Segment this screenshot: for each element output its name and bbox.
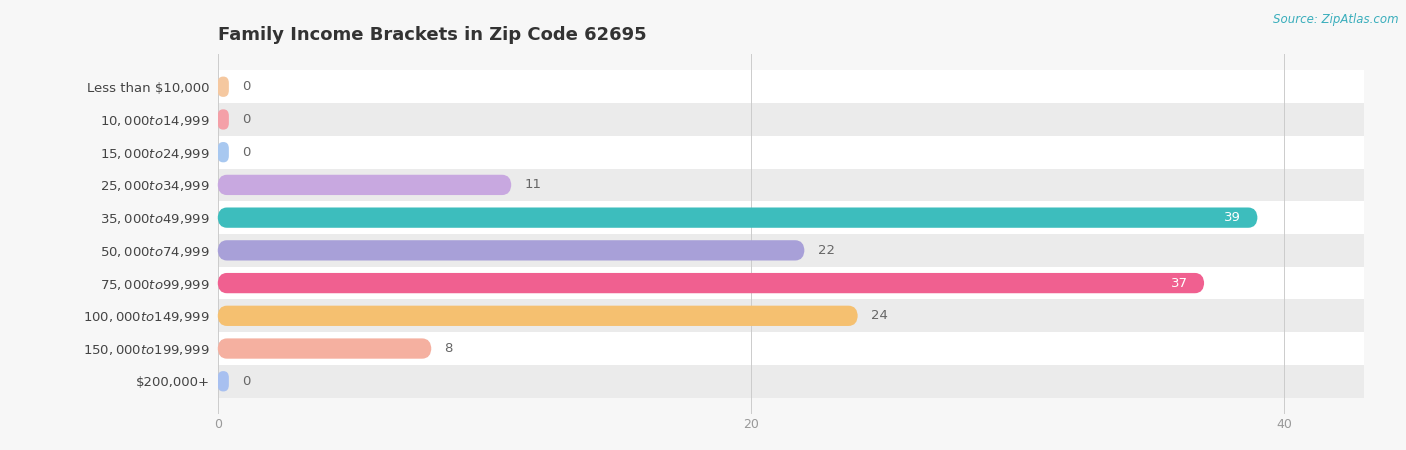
Bar [84,234,1406,267]
Bar [84,299,1406,332]
FancyBboxPatch shape [218,76,229,97]
Text: 0: 0 [242,146,250,159]
Bar [84,136,1406,169]
FancyBboxPatch shape [218,175,512,195]
FancyBboxPatch shape [218,240,804,261]
Bar [84,201,1406,234]
Text: 39: 39 [1225,211,1241,224]
Text: 0: 0 [242,80,250,93]
FancyBboxPatch shape [218,338,432,359]
Text: 8: 8 [444,342,453,355]
FancyBboxPatch shape [218,371,229,392]
Bar [84,103,1406,136]
FancyBboxPatch shape [218,109,229,130]
Bar [84,70,1406,103]
Text: Family Income Brackets in Zip Code 62695: Family Income Brackets in Zip Code 62695 [218,26,647,44]
Text: 22: 22 [817,244,835,257]
FancyBboxPatch shape [218,207,1257,228]
FancyBboxPatch shape [218,273,1204,293]
Bar [84,332,1406,365]
Bar [84,365,1406,398]
Bar [84,267,1406,299]
Text: 11: 11 [524,178,541,191]
FancyBboxPatch shape [218,306,858,326]
Text: 37: 37 [1171,277,1188,290]
Text: Source: ZipAtlas.com: Source: ZipAtlas.com [1274,14,1399,27]
Text: 0: 0 [242,375,250,388]
Text: 24: 24 [870,309,887,322]
Bar [84,169,1406,201]
FancyBboxPatch shape [218,142,229,162]
Text: 0: 0 [242,113,250,126]
